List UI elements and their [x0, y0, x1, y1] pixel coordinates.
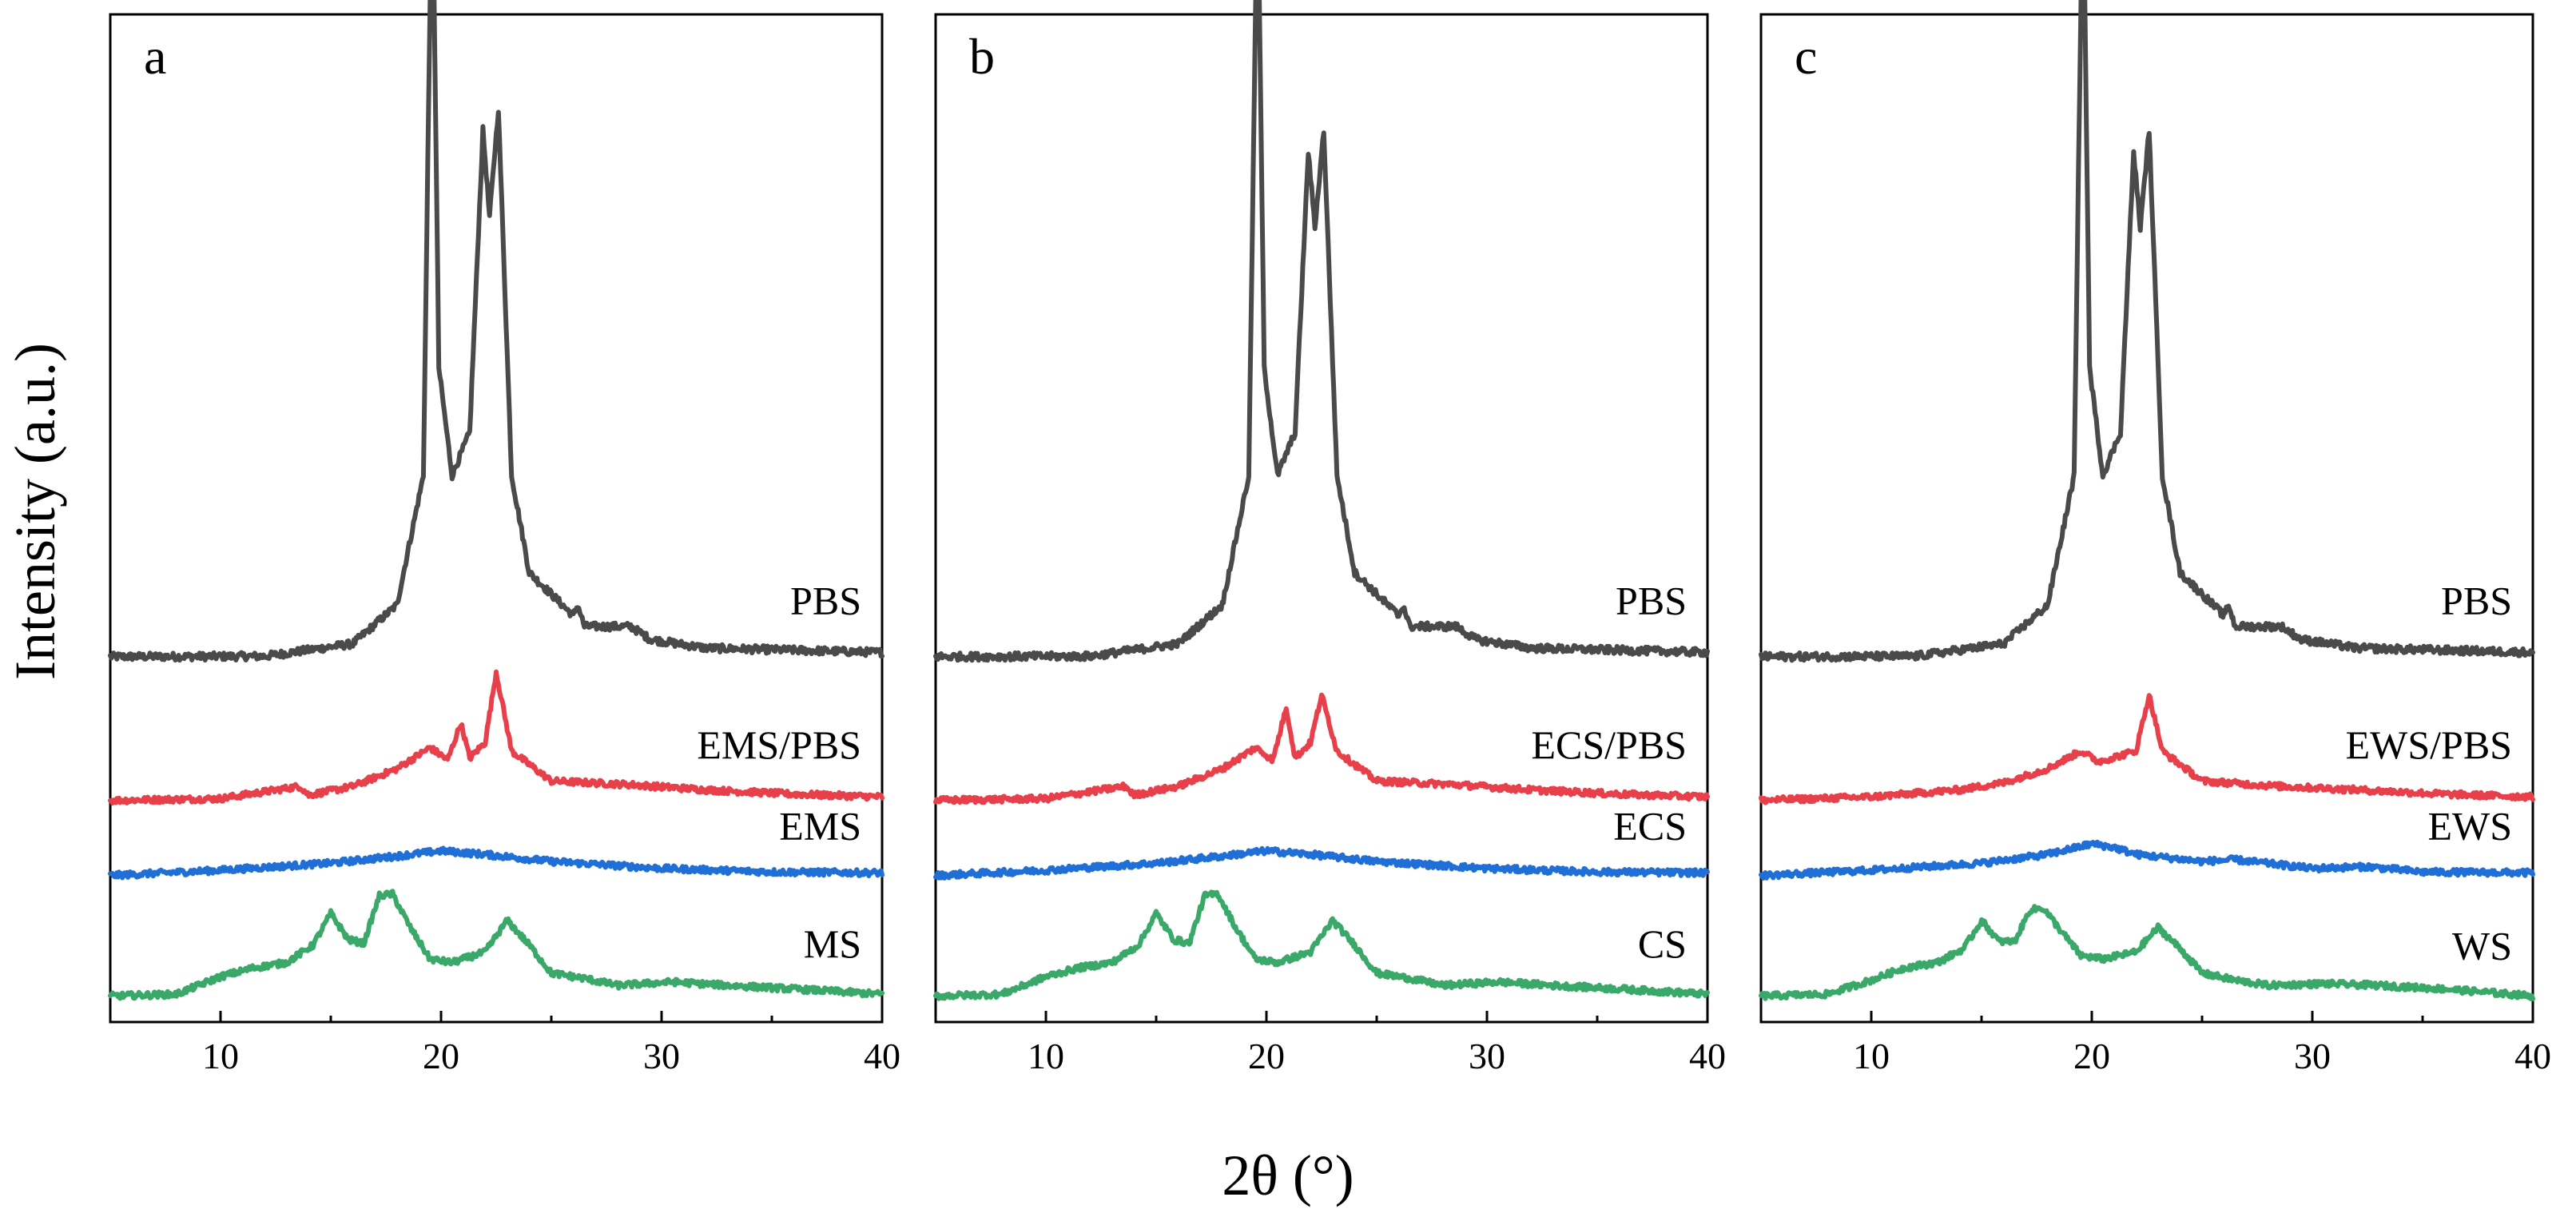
- x-tick-label: 40: [864, 1036, 900, 1076]
- series-line-cs: [933, 889, 1710, 1001]
- panel-b: 10 20 30 40 b PBS ECS/PBS ECS CS: [933, 0, 1726, 1076]
- panel-a: 10 20 30 40 a PBS EMS/PBS EMS MS: [108, 0, 900, 1076]
- panel-c: 10 20 30 40 c PBS EWS/PBS EWS WS: [1759, 0, 2551, 1076]
- series-label: ECS: [1613, 803, 1687, 848]
- x-tick-label: 20: [1248, 1036, 1285, 1076]
- y-axis-title: Intensity (a.u.): [3, 343, 67, 680]
- x-tick-label: 40: [2514, 1036, 2551, 1076]
- x-tick-label: 40: [1689, 1036, 1726, 1076]
- x-tick-label: 30: [1469, 1036, 1505, 1076]
- series-label: EMS: [779, 803, 861, 848]
- x-tick-label: 20: [2073, 1036, 2110, 1076]
- series-label: PBS: [1616, 578, 1687, 622]
- x-axis-title: 2θ (°): [1222, 1143, 1354, 1207]
- series-label: WS: [2452, 923, 2512, 968]
- x-tick-label: 10: [202, 1036, 239, 1076]
- plot-frame: [109, 13, 884, 1024]
- panel-letter: c: [1795, 28, 1817, 85]
- series-line-ews: [1759, 839, 2535, 881]
- series-line-ecs: [933, 845, 1710, 881]
- series-label: ECS/PBS: [1531, 722, 1687, 767]
- series-line-ews-pbs: [1759, 693, 2535, 805]
- x-tick-label: 20: [423, 1036, 459, 1076]
- series-line-ems-pbs: [108, 669, 885, 806]
- series-label: CS: [1638, 921, 1687, 966]
- series-label: EWS/PBS: [2346, 722, 2512, 767]
- series-line-ems: [108, 845, 885, 881]
- x-tick-label: 10: [1028, 1036, 1064, 1076]
- series-line-ecs-pbs: [933, 692, 1710, 805]
- series-line-ws: [1759, 904, 2535, 1001]
- series-line-pbs: [933, 0, 1710, 663]
- panel-letter: a: [144, 28, 166, 85]
- series-label: PBS: [2441, 578, 2512, 622]
- x-tick-label: 10: [1853, 1036, 1890, 1076]
- series-line-pbs: [1759, 0, 2535, 663]
- series-line-pbs: [108, 0, 885, 663]
- series-label: MS: [804, 921, 861, 966]
- x-tick-label: 30: [643, 1036, 680, 1076]
- series-label: EWS: [2427, 803, 2512, 848]
- series-label: PBS: [790, 578, 861, 622]
- plot-frame: [1759, 13, 2534, 1024]
- panel-letter: b: [969, 28, 995, 85]
- x-tick-label: 30: [2294, 1036, 2331, 1076]
- series-label: EMS/PBS: [697, 722, 861, 767]
- series-line-ms: [108, 889, 885, 1001]
- plot-frame: [934, 13, 1709, 1024]
